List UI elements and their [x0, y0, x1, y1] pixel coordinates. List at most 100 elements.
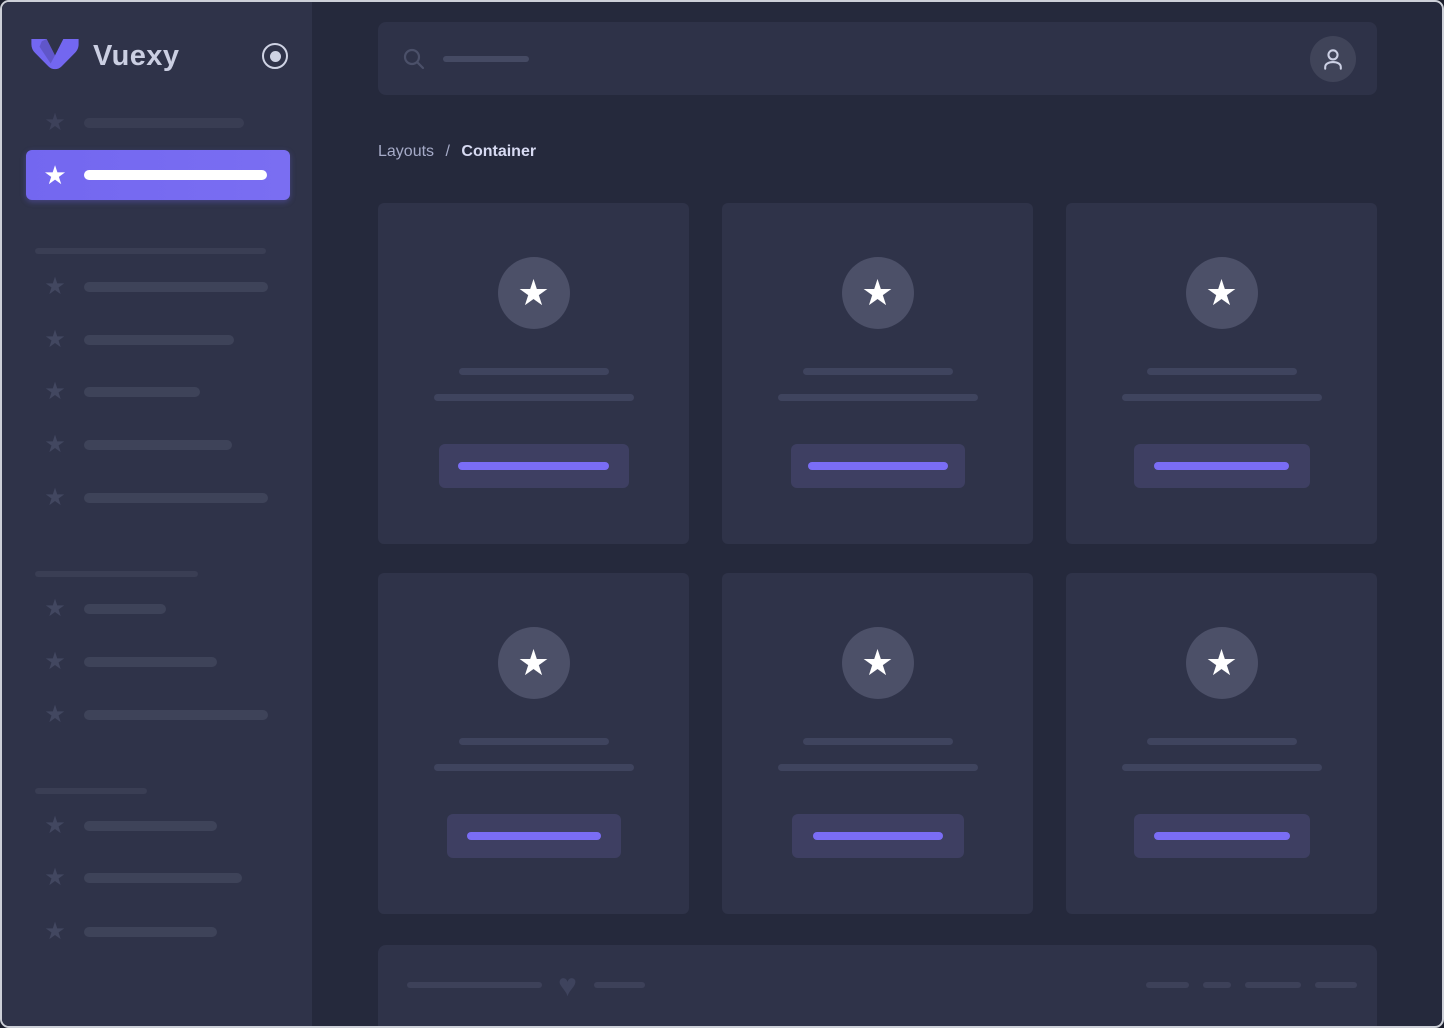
star-icon: ★ [44, 864, 66, 891]
heart-icon: ♥ [558, 967, 577, 1003]
card-avatar-circle: ★ [1185, 257, 1258, 329]
card-avatar-circle: ★ [841, 627, 914, 699]
star-icon: ★ [44, 918, 66, 945]
skeleton-bar [84, 493, 268, 503]
skeleton-line [458, 368, 609, 375]
star-icon: ★ [44, 273, 66, 300]
layout-card: ★ [722, 203, 1033, 544]
sidebar: Vuexy ★ ★ ★ ★ ★ [2, 2, 312, 1026]
card-button-placeholder[interactable] [790, 444, 965, 488]
vuexy-logo-icon [31, 39, 79, 70]
card-avatar-circle: ★ [497, 627, 570, 699]
breadcrumb: Layouts / Container [378, 143, 1377, 161]
sidebar-item[interactable]: ★ [2, 813, 312, 839]
skeleton-bar [1315, 982, 1357, 988]
sidebar-item[interactable]: ★ [2, 274, 312, 300]
skeleton-bar [84, 604, 166, 614]
user-avatar-button[interactable] [1310, 35, 1356, 82]
section-label-skeleton [35, 788, 147, 794]
sidebar-item[interactable]: ★ [2, 919, 312, 945]
skeleton-line [777, 764, 978, 771]
card-button-placeholder[interactable] [438, 444, 629, 488]
search-bar[interactable] [378, 22, 1377, 95]
skeleton-bar [84, 335, 234, 345]
radio-dot-icon[interactable] [262, 43, 288, 69]
breadcrumb-current: Container [461, 143, 537, 160]
skeleton-bar [84, 170, 267, 180]
layout-card: ★ [1066, 203, 1377, 544]
sidebar-item[interactable]: ★ [2, 327, 312, 353]
star-icon: ★ [44, 484, 66, 511]
breadcrumb-section[interactable]: Layouts [378, 143, 435, 160]
layout-card: ★ [722, 573, 1033, 914]
layout-card: ★ [1066, 573, 1377, 914]
star-icon: ★ [1205, 642, 1238, 683]
skeleton-bar [84, 440, 232, 450]
sidebar-item[interactable]: ★ [2, 485, 312, 511]
card-button-placeholder[interactable] [446, 814, 621, 858]
skeleton-bar [84, 657, 217, 667]
skeleton-bar [1245, 982, 1301, 988]
skeleton-line [433, 764, 634, 771]
star-icon: ★ [517, 642, 550, 683]
skeleton-bar [84, 387, 200, 397]
star-icon: ★ [43, 160, 67, 190]
skeleton-line [1146, 738, 1297, 745]
sidebar-item[interactable]: ★ [2, 379, 312, 405]
section-label-skeleton [35, 248, 266, 254]
sidebar-item[interactable]: ★ [2, 865, 312, 891]
skeleton-line [1121, 394, 1322, 401]
sidebar-item-active[interactable]: ★ [26, 150, 290, 200]
star-icon: ★ [44, 812, 66, 839]
skeleton-bar [84, 282, 268, 292]
cards-grid: ★ ★ ★ ★ [378, 203, 1377, 914]
breadcrumb-separator: / [445, 143, 450, 160]
star-icon: ★ [44, 595, 66, 622]
radio-dot-inner [269, 50, 281, 62]
skeleton-line [1121, 764, 1322, 771]
card-avatar-circle: ★ [1185, 627, 1258, 699]
skeleton-bar [84, 927, 217, 937]
sidebar-item[interactable]: ★ [2, 110, 312, 136]
skeleton-bar [594, 982, 645, 988]
card-button-placeholder[interactable] [1133, 814, 1310, 858]
skeleton-bar [84, 118, 244, 128]
sidebar-item[interactable]: ★ [2, 596, 312, 622]
layout-card: ★ [378, 573, 689, 914]
card-button-placeholder[interactable] [1133, 444, 1310, 488]
star-icon: ★ [44, 109, 66, 136]
star-icon: ★ [44, 701, 66, 728]
button-label-skeleton [807, 462, 948, 470]
layout-card: ★ [378, 203, 689, 544]
button-label-skeleton [812, 832, 943, 840]
sidebar-nav: ★ ★ ★ ★ ★ ★ [2, 110, 312, 945]
star-icon: ★ [44, 378, 66, 405]
card-button-placeholder[interactable] [791, 814, 964, 858]
skeleton-line [777, 394, 978, 401]
search-placeholder-skeleton [443, 55, 529, 62]
sidebar-item[interactable]: ★ [2, 702, 312, 728]
footer-links [1146, 982, 1357, 988]
button-label-skeleton [458, 462, 609, 470]
person-icon [1324, 48, 1342, 70]
skeleton-bar [84, 873, 242, 883]
skeleton-line [458, 738, 609, 745]
button-label-skeleton [1154, 462, 1289, 470]
skeleton-bar [84, 821, 217, 831]
star-icon: ★ [861, 642, 894, 683]
sidebar-item[interactable]: ★ [2, 649, 312, 675]
footer-left: ♥ [407, 969, 645, 1001]
button-label-skeleton [466, 832, 601, 840]
skeleton-line [802, 738, 953, 745]
search-icon [403, 48, 425, 69]
section-label-skeleton [35, 571, 198, 577]
skeleton-line [1146, 368, 1297, 375]
star-icon: ★ [517, 272, 550, 313]
sidebar-item[interactable]: ★ [2, 432, 312, 458]
button-label-skeleton [1153, 832, 1290, 840]
brand-name: Vuexy [93, 39, 180, 72]
footer: ♥ [378, 945, 1377, 1026]
brand: Vuexy [2, 2, 312, 78]
skeleton-bar [407, 982, 542, 988]
